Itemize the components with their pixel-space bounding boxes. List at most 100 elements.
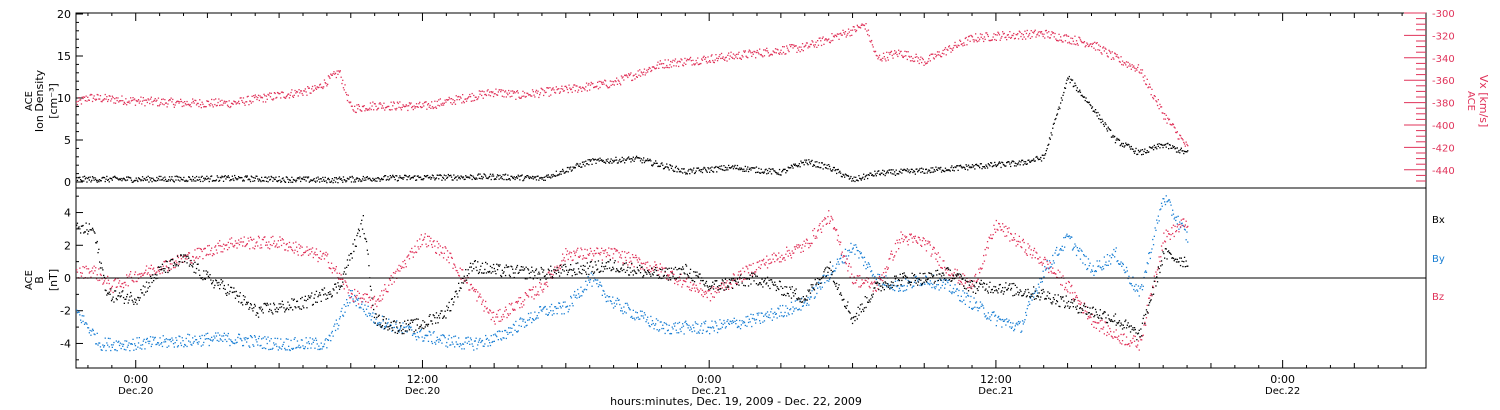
by-series-point (755, 322, 757, 324)
density-series-point (505, 178, 507, 181)
density-series-point (101, 177, 103, 179)
density-series-point (650, 160, 652, 162)
vx-series-point (1054, 32, 1056, 35)
density-series-point (325, 180, 327, 182)
by-series-point (319, 348, 321, 351)
by-series-point (397, 329, 399, 332)
vx-series-point (1038, 35, 1040, 37)
by-series-point (253, 345, 255, 347)
vx-series-point (1015, 33, 1017, 36)
by-series-point (1180, 223, 1182, 225)
by-series-point (728, 323, 731, 325)
vx-series-point (578, 86, 580, 88)
bz-series-point (205, 254, 207, 257)
density-series-point (1118, 138, 1120, 140)
by-series-point (948, 279, 950, 281)
by-series-point (578, 296, 580, 298)
bz-series-point (324, 254, 326, 256)
vx-series-point (728, 58, 731, 60)
vx-series-point (817, 40, 819, 42)
vx-series-point (163, 104, 165, 106)
density-series-point (1079, 91, 1082, 93)
vx-series-point (731, 56, 733, 58)
bz-series-point (230, 242, 232, 245)
by-series-point (879, 279, 881, 281)
density-series-point (288, 181, 290, 183)
by-series-point (109, 337, 111, 340)
density-series-point (158, 175, 160, 178)
density-series-point (410, 177, 412, 179)
density-series-point (187, 180, 189, 182)
by-series-point (811, 290, 813, 292)
density-series-point (335, 177, 337, 179)
by-series-point (535, 318, 537, 320)
density-series-point (882, 169, 884, 171)
by-series-point (690, 328, 692, 330)
vx-series-point (262, 101, 264, 103)
bz-series-point (525, 293, 527, 295)
density-series-point (565, 171, 567, 173)
density-series-point (99, 180, 102, 182)
vx-series-point (358, 105, 360, 107)
by-series-point (567, 311, 569, 313)
by-series-point (611, 303, 613, 305)
density-series-point (175, 179, 177, 181)
bz-series-point (300, 245, 302, 247)
by-series-point (359, 306, 361, 308)
by-series-point (981, 303, 983, 305)
by-series-point (238, 333, 240, 335)
by-series-point (547, 314, 549, 316)
bz-series-point (396, 268, 399, 270)
bz-series-point (438, 254, 441, 256)
bz-series-point (497, 309, 499, 312)
by-series-point (658, 330, 660, 332)
density-series-point (1057, 108, 1059, 110)
bz-series-point (353, 300, 355, 303)
vx-series-point (172, 103, 175, 106)
by-series-point (199, 337, 202, 340)
density-series-point (841, 176, 843, 178)
vx-series-point (204, 106, 206, 108)
density-series-point (985, 164, 987, 166)
vx-series-point (616, 77, 618, 79)
vx-series-point (450, 102, 452, 104)
vx-series-point (249, 100, 251, 102)
bz-series-point (523, 304, 525, 306)
density-series-point (944, 167, 947, 169)
vx-series-point (342, 87, 345, 89)
density-series-point (783, 168, 785, 171)
vx-series-point (902, 56, 904, 59)
bz-series-point (354, 288, 356, 291)
by-series-point (878, 284, 880, 286)
by-series-point (528, 319, 530, 321)
vx-series-point (683, 62, 685, 64)
by-series-point (594, 279, 596, 281)
vx-series-point (878, 54, 881, 56)
by-series-point (747, 321, 750, 324)
vx-series-point (618, 80, 620, 82)
density-series-point (194, 177, 196, 179)
density-series-point (1017, 162, 1020, 164)
by-series-point (662, 324, 664, 326)
density-series-point (427, 174, 429, 177)
by-series-point (126, 346, 129, 348)
by-series-point (161, 342, 163, 344)
vx-series-point (756, 49, 758, 52)
vx-series-point (108, 95, 110, 97)
density-series-point (246, 176, 248, 178)
vx-series-point (603, 83, 605, 85)
vx-series-point (966, 44, 968, 46)
density-series-point (318, 178, 320, 180)
by-series-point (361, 301, 364, 303)
by-series-point (890, 286, 892, 288)
vx-series-point (416, 106, 418, 108)
by-series-point (146, 337, 148, 340)
density-series-point (627, 157, 629, 159)
by-series-point (315, 337, 317, 339)
bz-series-point (113, 280, 115, 282)
density-series-point (91, 176, 94, 178)
density-series-point (1029, 161, 1031, 163)
bz-series-point (406, 256, 408, 258)
vx-series-point (83, 96, 85, 98)
vx-series-point (1016, 34, 1018, 36)
